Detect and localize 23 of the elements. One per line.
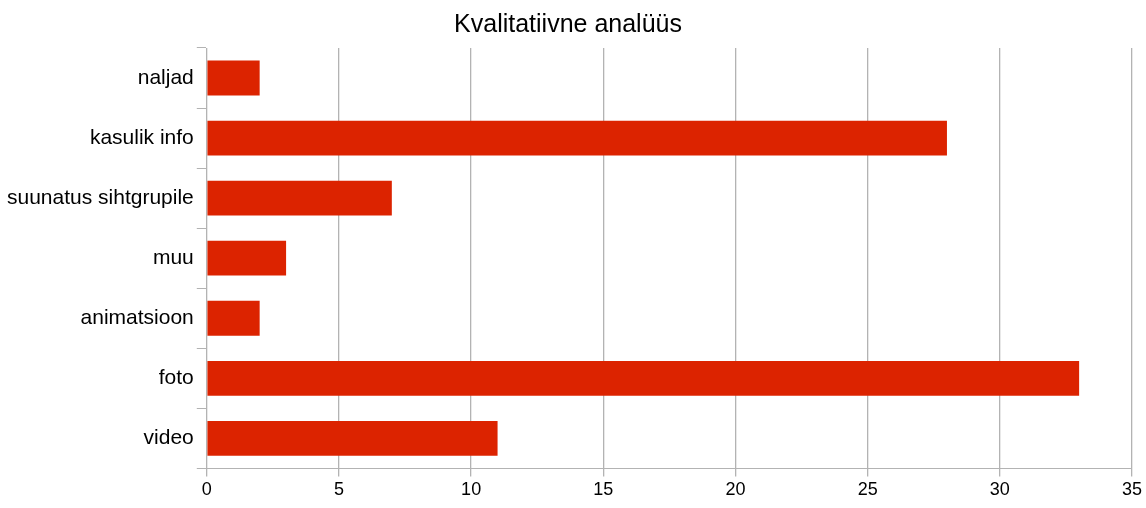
y-tick-label: kasulik info [89, 124, 194, 148]
bar [207, 180, 392, 216]
x-tick-label: 25 [857, 479, 878, 500]
chart-title: Kvalitatiivne analüüs [454, 8, 682, 37]
y-tick-label: suunatus sihtgrupile [6, 184, 194, 208]
y-tick-label: muu [152, 245, 194, 268]
x-tick-label: 5 [333, 479, 344, 500]
x-tick-label: 30 [989, 479, 1010, 500]
bar [207, 300, 260, 336]
y-tick-label: video [143, 425, 194, 449]
y-tick-label: foto [158, 365, 194, 389]
bar [207, 120, 947, 156]
x-tick-label: 35 [1121, 479, 1143, 500]
x-tick-label: 0 [201, 479, 212, 500]
bar [207, 240, 287, 276]
bar [207, 360, 1080, 396]
y-tick-label: animatsioon [80, 305, 194, 329]
x-tick-label: 10 [461, 479, 482, 500]
x-tick-label: 20 [725, 479, 746, 500]
y-tick-label: naljad [137, 64, 194, 88]
bar [207, 420, 498, 456]
x-tick-label: 15 [593, 479, 614, 500]
bar [207, 60, 260, 96]
